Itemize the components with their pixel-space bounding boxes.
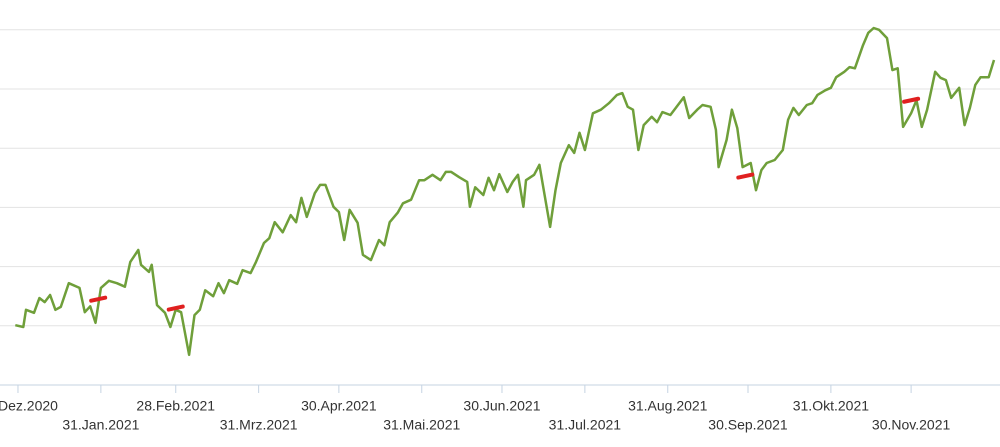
x-tick-label: 30.Apr.2021	[301, 398, 377, 414]
x-tick-label: 31.Jul.2021	[549, 417, 622, 433]
x-tick-label: 31.Mrz.2021	[220, 417, 298, 433]
x-tick-label: 30.Sep.2021	[708, 417, 788, 433]
event-marker	[166, 304, 185, 312]
x-tick-label: 31.Mai.2021	[383, 417, 460, 433]
x-tick-label: 31.Okt.2021	[793, 398, 869, 414]
x-tick-label: 31.Jan.2021	[62, 417, 139, 433]
x-tick-label: 30.Jun.2021	[463, 398, 540, 414]
x-tick-label: Dez.2020	[0, 398, 58, 414]
x-tick-label: 28.Feb.2021	[136, 398, 215, 414]
event-marker	[736, 172, 755, 180]
event-marker	[902, 96, 921, 104]
x-tick-label: 30.Nov.2021	[872, 417, 951, 433]
event-marker	[89, 295, 108, 303]
price-line	[15, 26, 996, 357]
x-tick-label: 31.Aug.2021	[628, 398, 708, 414]
